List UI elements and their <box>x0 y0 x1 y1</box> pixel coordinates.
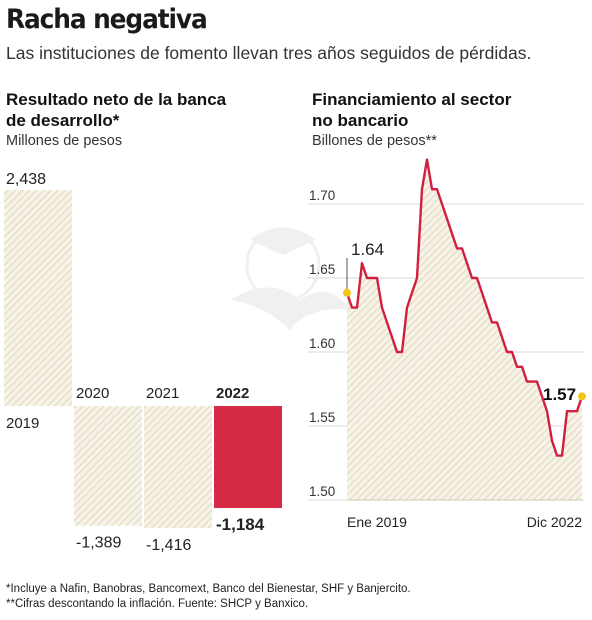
bar-2021 <box>144 406 212 528</box>
left-chart-title: Resultado neto de la banca de desarrollo… <box>6 89 226 131</box>
area-chart: 1.50 1.55 1.60 1.65 1.70 1.64 1.57 Ene 2019 Dic … <box>308 158 586 530</box>
bar-category-label: 2022 <box>216 385 249 402</box>
end-point <box>578 392 586 401</box>
right-chart-title-line1: Financiamiento al sector <box>312 90 512 109</box>
left-chart-title-line2: de desarrollo* <box>6 111 120 130</box>
bar-value-label: -1,416 <box>146 537 191 554</box>
bar-2022 <box>214 406 282 509</box>
x-tick-label-end: Dic 2022 <box>527 514 582 530</box>
bar-chart: 2019 2,438 2020 -1,389 2021 -1,416 2022 -1,184 <box>4 171 282 554</box>
bar-category-label: 2019 <box>6 415 39 432</box>
area-fill <box>347 159 582 500</box>
bar-category-label: 2020 <box>76 385 109 402</box>
page-subtitle: Las instituciones de fomento llevan tres… <box>6 43 532 63</box>
y-tick-label: 1.50 <box>309 484 335 499</box>
start-value-label: 1.64 <box>351 240 384 259</box>
eagle-watermark-icon <box>230 227 350 330</box>
series-line <box>345 158 584 457</box>
bar-2019 <box>4 190 72 406</box>
right-chart-title-line2: no bancario <box>312 111 409 130</box>
bar-value-label: 2,438 <box>6 171 46 188</box>
right-chart-title: Financiamiento al sector no bancario <box>312 89 511 131</box>
left-chart-unit: Millones de pesos <box>6 133 123 149</box>
y-tick-label: 1.55 <box>309 410 335 425</box>
footnote-1: *Incluye a Nafin, Banobras, Bancomext, B… <box>6 583 411 595</box>
y-tick-label: 1.70 <box>309 188 335 203</box>
y-tick-label: 1.60 <box>309 336 335 351</box>
bar-value-label: -1,389 <box>76 535 121 552</box>
left-chart-title-line1: Resultado neto de la banca <box>6 90 227 109</box>
start-point <box>343 288 351 297</box>
bar-2020 <box>74 406 142 526</box>
bar-value-label: -1,184 <box>216 515 265 534</box>
y-tick-label: 1.65 <box>309 262 335 277</box>
bar-category-label: 2021 <box>146 385 179 402</box>
x-tick-label-start: Ene 2019 <box>347 514 407 530</box>
end-value-label: 1.57 <box>543 385 576 404</box>
right-chart-unit: Billones de pesos** <box>312 133 437 149</box>
page-title: Racha negativa <box>6 4 208 35</box>
footnote-2: **Cifras descontando la inflación. Fuent… <box>6 598 309 610</box>
